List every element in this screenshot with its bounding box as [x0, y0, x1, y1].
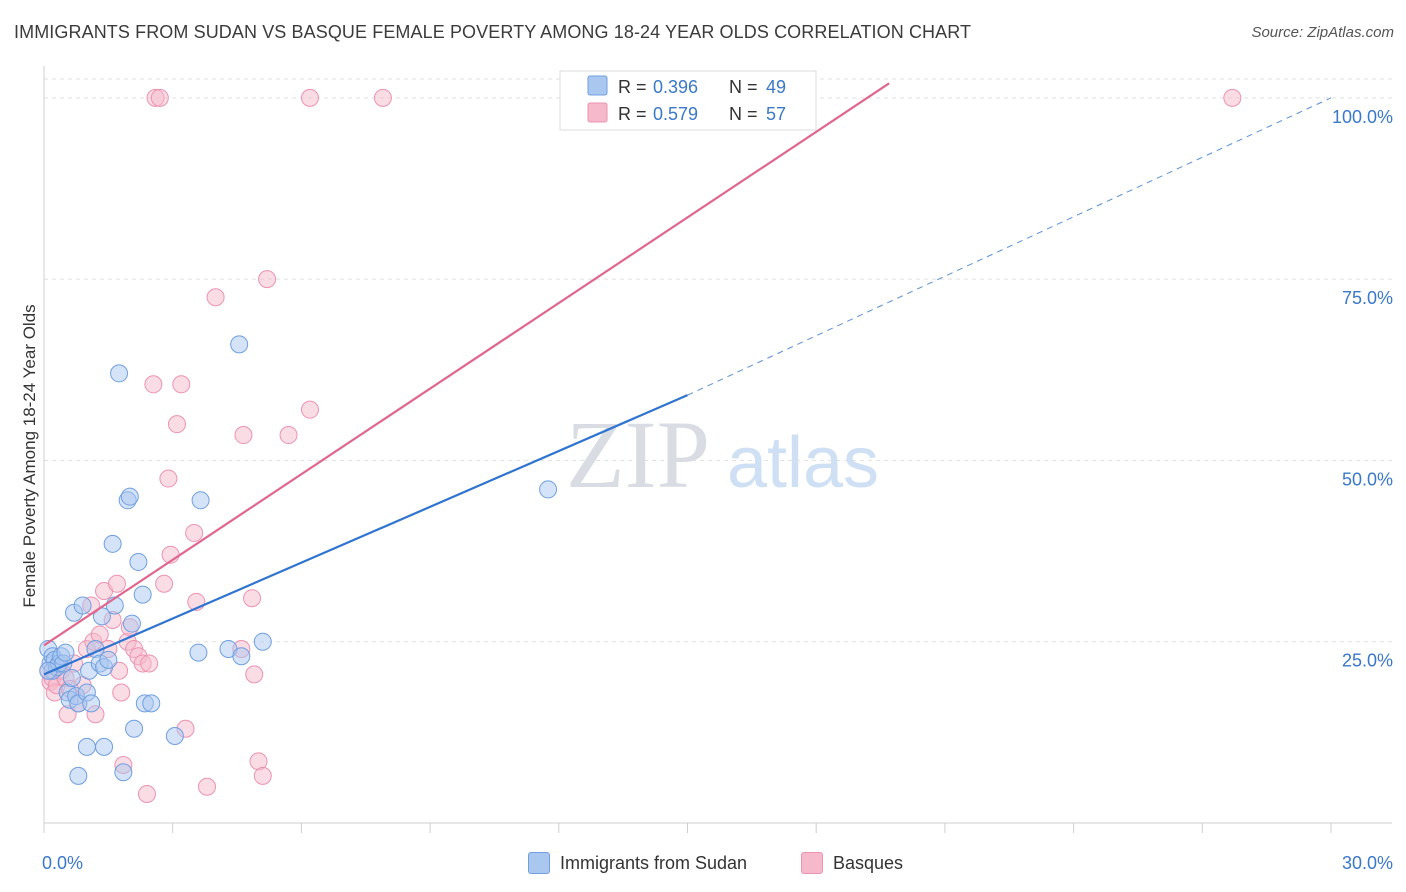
sudan-point-45: [77, 737, 96, 756]
sudan-point-41: [230, 335, 249, 354]
watermark: ZIP atlas: [566, 401, 879, 508]
sudan-point-27: [110, 364, 129, 383]
chart-title: IMMIGRANTS FROM SUDAN VS BASQUE FEMALE P…: [14, 22, 972, 42]
sudan-point-12: [62, 668, 81, 687]
watermark-atlas: atlas: [727, 423, 879, 503]
legend-r-value-basques: 0.579: [653, 104, 698, 124]
legend-n-value-sudan: 49: [766, 77, 786, 97]
basques-point-34: [150, 88, 169, 107]
trend-line-sudan: [43, 394, 688, 676]
basques-point-47: [243, 589, 262, 608]
legend-r-label-basques: R =: [618, 104, 647, 124]
sudan-point-48: [39, 661, 58, 680]
sudan-point-31: [122, 614, 141, 633]
sudan-point-47: [69, 766, 88, 785]
legend-swatch-basques: [587, 102, 608, 123]
sudan-point-25: [103, 534, 122, 553]
legend-n-label-basques: N =: [729, 104, 758, 124]
sudan-point-30: [120, 487, 139, 506]
legend-label-basques: Basques: [833, 852, 904, 873]
basques-point-41: [185, 523, 204, 542]
legend-top: R = 0.396 N = 49 R = 0.579 N = 57: [559, 70, 817, 131]
legend-bottom: Immigrants from Sudan Basques: [0, 852, 1406, 878]
x-tick-label-max: 30.0%: [1342, 853, 1393, 873]
legend-swatch-sudan-bottom: [528, 852, 550, 874]
legend-n-label-sudan: N =: [729, 77, 758, 97]
sudan-point-32: [125, 719, 144, 738]
sudan-point-19: [82, 694, 101, 713]
basques-point-31: [140, 654, 159, 673]
y-tick-label-2: 75.0%: [1342, 288, 1393, 308]
basques-point-55: [373, 88, 392, 107]
basques-point-38: [167, 415, 186, 434]
basques-point-53: [300, 400, 319, 419]
legend-swatch-basques-bottom: [801, 852, 823, 874]
sudan-point-34: [133, 585, 152, 604]
y-tick-label-0: 25.0%: [1342, 651, 1393, 671]
basques-point-30: [137, 784, 156, 803]
axes: [43, 66, 1392, 833]
basques-point-39: [172, 375, 191, 394]
basques-point-35: [155, 574, 174, 593]
sudan-point-38: [189, 643, 208, 662]
basques-point-54: [300, 88, 319, 107]
x-tick-label-min: 0.0%: [42, 853, 83, 873]
series-sudan-points: [39, 335, 558, 785]
basques-point-21: [107, 574, 126, 593]
basques-point-52: [279, 426, 298, 445]
legend-item-sudan[interactable]: Immigrants from Sudan: [528, 852, 747, 874]
legend-r-label-sudan: R =: [618, 77, 647, 97]
tick-labels: 25.0% 50.0% 75.0% 100.0% 0.0% 30.0%: [42, 107, 1393, 873]
legend-label-sudan: Immigrants from Sudan: [560, 852, 748, 873]
basques-point-50: [253, 766, 272, 785]
basques-point-56: [1223, 88, 1242, 107]
watermark-zip: ZIP: [566, 401, 710, 508]
source-label: Source: ZipAtlas.com: [1251, 24, 1394, 41]
legend-n-value-basques: 57: [766, 104, 786, 124]
sudan-point-43: [253, 632, 272, 651]
basques-point-36: [159, 469, 178, 488]
sudan-point-16: [73, 596, 92, 615]
sudan-point-28: [114, 763, 133, 782]
sudan-point-39: [191, 491, 210, 510]
basques-point-48: [245, 665, 264, 684]
trend-line-basques: [43, 82, 890, 647]
basques-point-43: [198, 777, 217, 796]
sudan-point-33: [129, 552, 148, 571]
y-tick-label-1: 50.0%: [1342, 469, 1393, 489]
basques-point-44: [206, 288, 225, 307]
legend-r-value-sudan: 0.396: [653, 77, 698, 97]
legend-swatch-sudan: [587, 75, 608, 96]
sudan-point-9: [56, 643, 75, 662]
basques-point-32: [144, 375, 163, 394]
y-tick-label-3: 100.0%: [1332, 107, 1393, 127]
basques-point-51: [258, 270, 277, 289]
sudan-point-24: [99, 650, 118, 669]
basques-point-23: [112, 683, 131, 702]
sudan-point-36: [142, 694, 161, 713]
basques-point-46: [234, 426, 253, 445]
legend-item-basques[interactable]: Basques: [801, 852, 903, 874]
sudan-point-37: [165, 726, 184, 745]
trend-lines: [43, 82, 1332, 676]
sudan-point-46: [95, 737, 114, 756]
trend-line-sudan-extension: [687, 97, 1332, 396]
sudan-point-44: [539, 480, 558, 499]
sudan-point-42: [232, 647, 251, 666]
